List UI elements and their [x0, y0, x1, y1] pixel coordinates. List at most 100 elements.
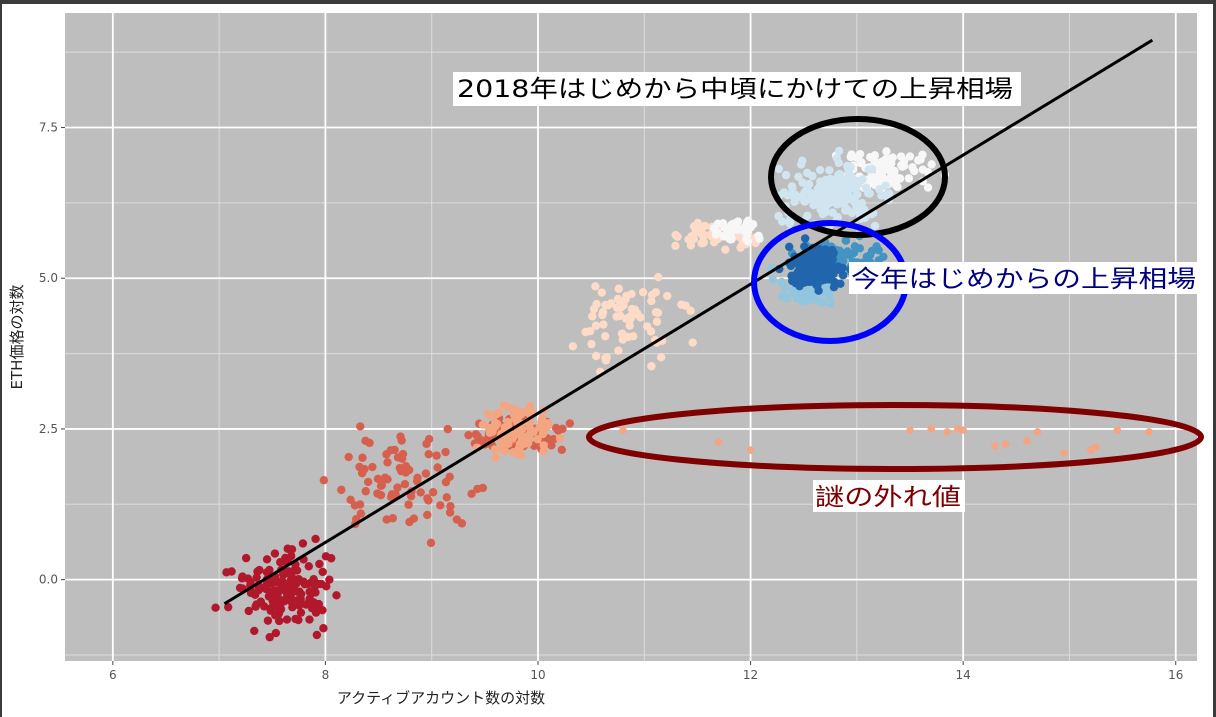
data-point: [311, 534, 320, 544]
data-point: [788, 184, 797, 193]
data-point: [874, 246, 883, 255]
data-point: [591, 282, 600, 291]
data-point: [884, 189, 894, 198]
outlier-point: [1023, 437, 1031, 445]
data-point: [373, 474, 383, 484]
data-point: [787, 271, 796, 281]
annotation-ellipse-mystery-outliers: [586, 402, 1204, 472]
data-point: [820, 189, 829, 198]
annotation-this-year-rally: 今年はじめからの上昇相場: [849, 262, 1199, 294]
data-point: [816, 258, 826, 267]
data-point: [800, 234, 810, 243]
data-point: [382, 515, 391, 524]
data-point: [893, 182, 902, 192]
data-point: [834, 146, 844, 156]
data-point: [795, 288, 805, 297]
outlier-point: [1001, 440, 1010, 448]
data-point: [292, 566, 302, 575]
data-point: [589, 304, 599, 314]
x-tick-label: 14: [956, 668, 971, 682]
data-point: [774, 164, 783, 174]
grid-minor: [65, 13, 1197, 661]
data-point: [344, 452, 353, 462]
data-point: [304, 579, 313, 589]
data-point: [818, 203, 828, 213]
data-point: [376, 490, 386, 500]
data-point: [794, 172, 803, 181]
data-point: [238, 572, 247, 581]
data-point: [686, 241, 696, 250]
data-point: [404, 500, 413, 509]
annotation-ellipse-2018-rally: [768, 116, 948, 238]
data-point: [405, 517, 414, 527]
data-point: [814, 286, 823, 295]
data-point: [387, 492, 396, 502]
data-point: [864, 165, 873, 174]
data-point: [617, 329, 627, 338]
data-point: [539, 441, 548, 450]
data-point: [441, 477, 451, 487]
data-point: [711, 230, 721, 239]
data-point: [779, 188, 789, 197]
data-point: [492, 419, 502, 429]
data-point: [383, 475, 392, 484]
data-point: [222, 568, 231, 577]
data-point: [273, 593, 283, 602]
data-point: [424, 496, 433, 505]
data-point: [743, 229, 752, 239]
data-point: [272, 578, 282, 587]
data-point: [428, 488, 438, 497]
data-point: [376, 481, 386, 491]
data-point: [533, 435, 542, 444]
data-point: [416, 488, 425, 497]
data-point: [565, 419, 575, 428]
data-point: [867, 246, 877, 256]
data-point: [516, 440, 526, 449]
data-point: [834, 158, 843, 168]
data-point: [490, 445, 500, 454]
data-point: [537, 414, 547, 424]
data-point: [262, 555, 272, 564]
data-point: [796, 160, 806, 169]
data-point: [677, 300, 686, 309]
outlier-point: [943, 428, 952, 436]
data-point: [724, 230, 734, 239]
data-point: [825, 198, 834, 208]
data-point: [898, 162, 907, 171]
data-point: [652, 317, 662, 326]
data-point: [421, 469, 431, 478]
outlier-point: [927, 425, 936, 433]
data-point: [286, 592, 295, 601]
data-point: [252, 573, 261, 582]
data-point: [622, 291, 631, 301]
data-point: [426, 538, 436, 548]
data-point: [264, 592, 274, 601]
data-point: [688, 338, 697, 347]
data-point: [777, 217, 787, 226]
x-tick-label: 8: [322, 668, 330, 682]
data-point: [905, 152, 915, 161]
data-point: [613, 294, 623, 304]
data-point: [318, 567, 327, 577]
window-frame-left: [0, 0, 2, 717]
data-point: [612, 312, 621, 321]
outlier-point: [746, 446, 755, 454]
data-point: [568, 342, 578, 351]
data-point: [815, 165, 825, 175]
y-tick-label: 0.0: [39, 573, 58, 587]
data-point: [305, 615, 314, 624]
data-point: [588, 312, 597, 321]
x-axis-title: アクティブアカウント数の対数: [337, 689, 545, 707]
data-point: [509, 431, 518, 440]
data-point: [250, 626, 259, 636]
y-tick-label: 5.0: [39, 271, 58, 285]
data-point: [642, 322, 652, 331]
data-point: [393, 483, 402, 492]
data-point: [847, 150, 856, 159]
data-point: [871, 174, 880, 184]
data-point: [855, 244, 865, 253]
data-point: [473, 432, 482, 441]
data-point: [828, 208, 837, 217]
data-point: [825, 174, 835, 184]
data-point: [923, 183, 933, 192]
